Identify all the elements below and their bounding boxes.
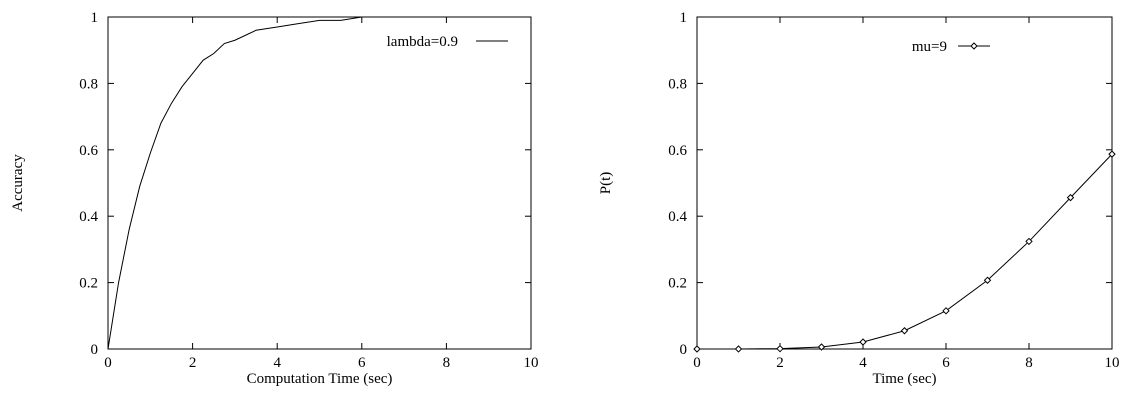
y-tick-label: 0.2	[668, 276, 687, 292]
x-tick-label: 0	[693, 355, 701, 371]
data-point	[1066, 193, 1075, 202]
x-tick-label: 4	[859, 355, 867, 371]
x-tick-label: 6	[942, 355, 950, 371]
x-tick-label: 8	[443, 355, 451, 371]
x-tick-label: 10	[524, 355, 539, 371]
y-tick-label: 0.8	[668, 76, 687, 92]
y-tick-label: 0	[91, 342, 99, 358]
y-axis-label: P(t)	[598, 172, 614, 195]
data-point	[1025, 237, 1033, 246]
x-tick-label: 0	[104, 355, 112, 371]
y-tick-label: 0.4	[668, 209, 687, 225]
probability-chart: 0 2 4 6 8 10 0 0.2 0.4 0.6 0.8 1 Time (sec) P(t) mu=9	[598, 10, 1120, 387]
data-point	[1108, 150, 1116, 158]
data-point	[900, 327, 909, 335]
series-line	[107, 16, 531, 350]
y-tick-label: 0.6	[668, 143, 687, 159]
plot-frame	[107, 16, 532, 350]
x-tick-label: 10	[1105, 355, 1120, 371]
accuracy-chart: 0 2 4 6 8 10 0 0.2 0.4 0.6 0.8 1 Computation Time (s…	[10, 10, 539, 387]
y-tick-label: 0.2	[79, 276, 98, 292]
x-tick-label: 8	[1025, 355, 1033, 371]
x-tick-label: 2	[189, 355, 197, 371]
data-point	[734, 345, 743, 353]
x-tick-label: 2	[776, 355, 784, 371]
x-axis-label: Time (sec)	[872, 371, 936, 387]
legend-marker	[970, 42, 978, 50]
data-point	[817, 343, 826, 351]
y-tick-label: 0	[680, 342, 688, 358]
y-axis-label: Accuracy	[10, 154, 26, 212]
plot-frame	[696, 16, 1113, 350]
x-tick-label: 4	[273, 355, 281, 371]
legend-label: mu=9	[912, 39, 947, 55]
y-tick-label: 0.4	[79, 209, 98, 225]
y-tick-label: 1	[680, 10, 688, 26]
y-tick-label: 1	[91, 10, 99, 26]
data-point	[942, 307, 950, 315]
data-point	[693, 345, 701, 353]
x-axis-label: Computation Time (sec)	[247, 371, 393, 387]
legend-label: lambda=0.9	[387, 34, 458, 50]
data-point	[776, 344, 784, 353]
data-point	[983, 276, 992, 284]
x-tick-label: 6	[358, 355, 366, 371]
series-line	[696, 153, 1113, 350]
data-point	[859, 338, 867, 346]
y-tick-label: 0.6	[79, 143, 98, 159]
y-tick-label: 0.8	[79, 76, 98, 92]
